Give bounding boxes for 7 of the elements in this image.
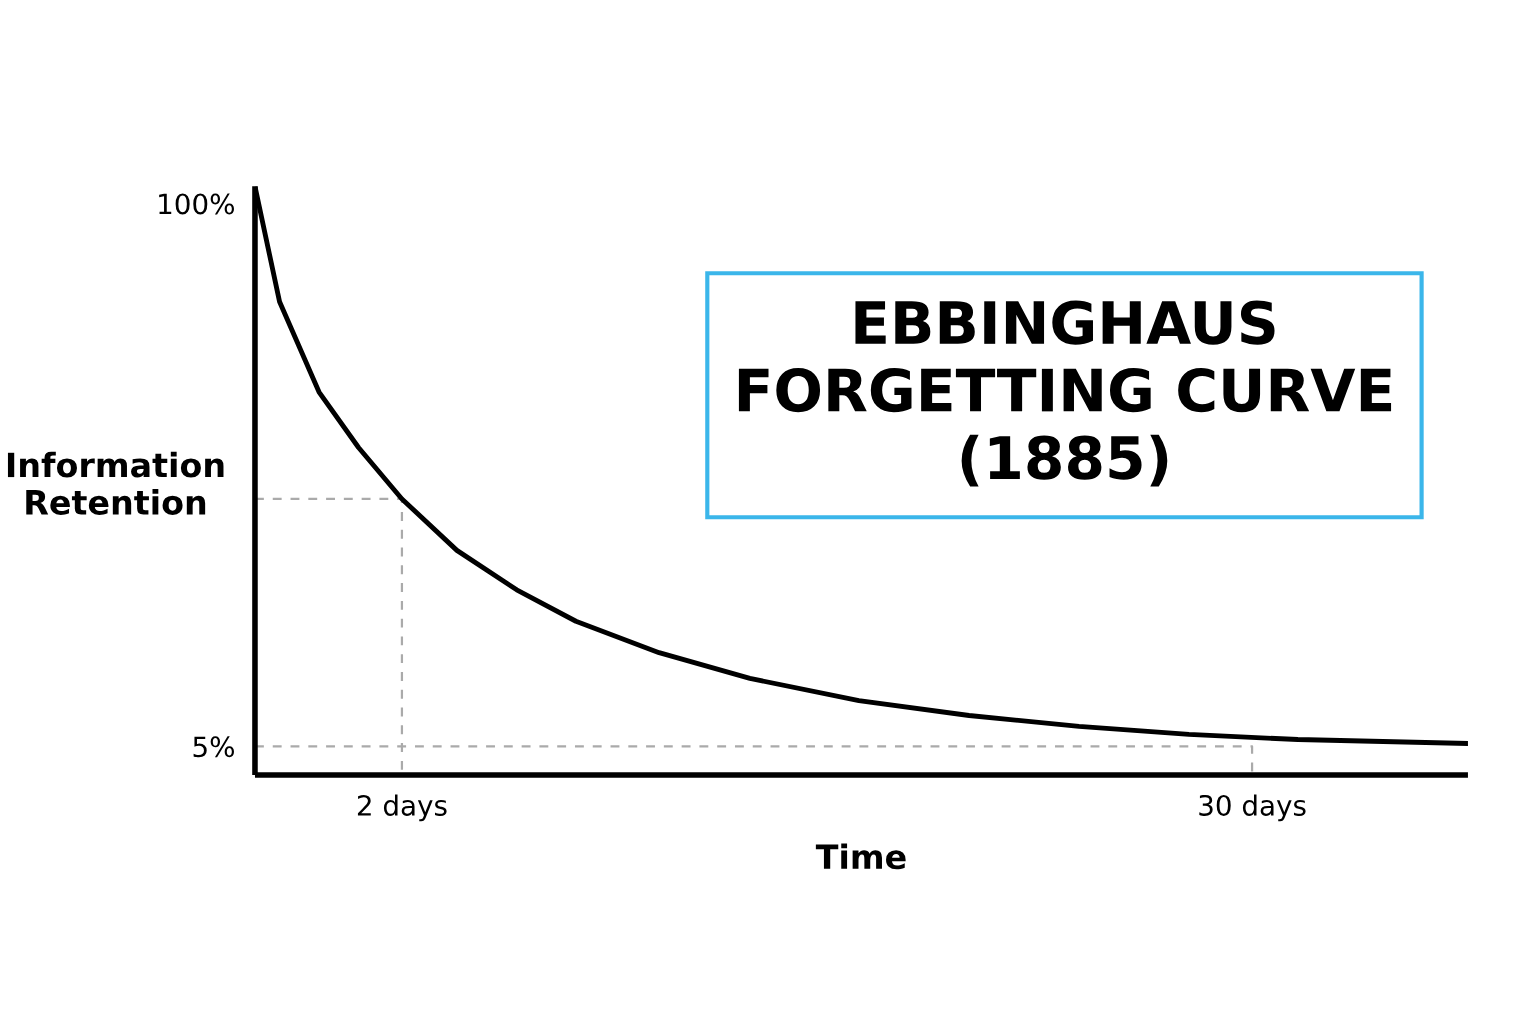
x-tick-label: 30 days <box>1199 794 1306 822</box>
y-tick-label: 5% <box>193 736 234 758</box>
y-tick-label: 100% <box>159 193 234 215</box>
x-tick-label: 2 days <box>357 794 447 822</box>
y-axis-title: Information Retention <box>7 451 224 515</box>
text: EBBINGHAUS FORGETTING CURVE (1885) <box>738 300 1392 487</box>
x-axis-title: Time <box>815 843 906 870</box>
